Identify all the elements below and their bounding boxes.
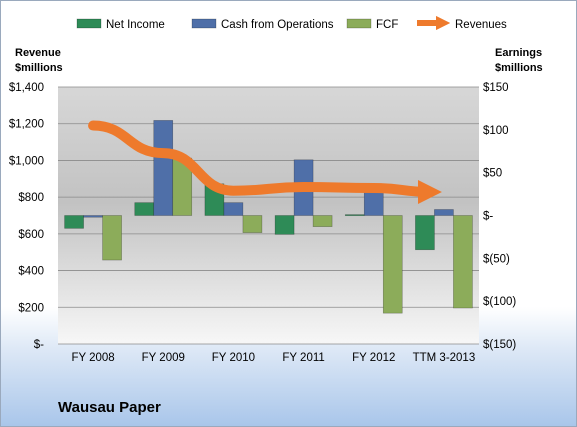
legend-label: FCF: [376, 19, 398, 31]
category-label: FY 2012: [352, 352, 395, 364]
bar-fcf: [242, 215, 263, 233]
left-tick-label: $1,000: [9, 155, 44, 167]
right-tick-label: $50: [483, 168, 502, 180]
left-axis-title-line2: $millions: [15, 62, 63, 74]
category-label: FY 2009: [142, 352, 185, 364]
category-labels: FY 2008 FY 2009 FY 2010 FY 2011 FY 2012 TTM 3…: [71, 352, 475, 364]
bar-net-income: [415, 215, 435, 251]
left-tick-label: $400: [18, 266, 44, 278]
right-axis-title-line1: Earnings: [495, 47, 542, 59]
plot-area: [58, 87, 479, 344]
legend-label: Cash from Operations: [221, 19, 334, 31]
revenue-line-series: [88, 120, 442, 205]
legend: Net Income Cash from Operations FCF Revenue…: [76, 15, 507, 31]
category-label: FY 2011: [282, 352, 324, 364]
legend-swatch: [346, 18, 372, 29]
bar-cash-from-operations: [83, 215, 103, 218]
legend-label: Revenues: [455, 19, 507, 31]
bar-net-income: [64, 215, 84, 229]
gridlines: [58, 86, 479, 345]
legend-swatch: [76, 18, 102, 29]
bar-net-income: [134, 202, 155, 216]
right-tick-label: $(150): [483, 339, 516, 351]
company-name: Wausau Paper: [58, 399, 161, 416]
left-axis-ticks: $- $200 $400 $600 $800 $1,000 $1,200 $1,400: [9, 82, 44, 351]
left-tick-label: $800: [18, 192, 44, 204]
left-tick-label: $1,200: [9, 119, 44, 131]
legend-label: Net Income: [106, 19, 165, 31]
right-tick-label: $(100): [483, 296, 516, 308]
bar-cash-from-operations: [434, 209, 454, 216]
right-tick-label: $100: [483, 125, 509, 137]
left-tick-label: $200: [18, 302, 44, 314]
bar-fcf: [102, 215, 122, 261]
right-tick-label: $(50): [483, 253, 510, 265]
category-label: FY 2008: [71, 352, 114, 364]
legend-swatch: [191, 18, 217, 29]
category-label: TTM 3-2013: [413, 352, 476, 364]
right-axis-title-line2: $millions: [495, 62, 543, 74]
left-tick-label: $600: [18, 229, 44, 241]
right-tick-label: $150: [483, 82, 509, 94]
bar-cash-from-operations: [223, 202, 244, 216]
left-tick-label: $1,400: [9, 82, 44, 94]
bar-fcf: [382, 215, 403, 314]
right-axis-ticks: $150 $100 $50 $- $(50) $(100) $(150): [483, 82, 516, 351]
bar-fcf: [312, 215, 333, 227]
left-axis-title-line1: Revenue: [15, 47, 61, 59]
left-tick-label: $-: [34, 339, 44, 351]
bar-fcf: [453, 215, 473, 309]
bar-cash-from-operations: [153, 120, 174, 216]
bar-net-income: [344, 214, 365, 216]
bar-net-income: [274, 215, 295, 235]
bar-series: [64, 120, 473, 314]
line-revenues: [88, 120, 442, 205]
right-tick-label: $-: [483, 211, 493, 223]
category-label: FY 2010: [212, 352, 255, 364]
